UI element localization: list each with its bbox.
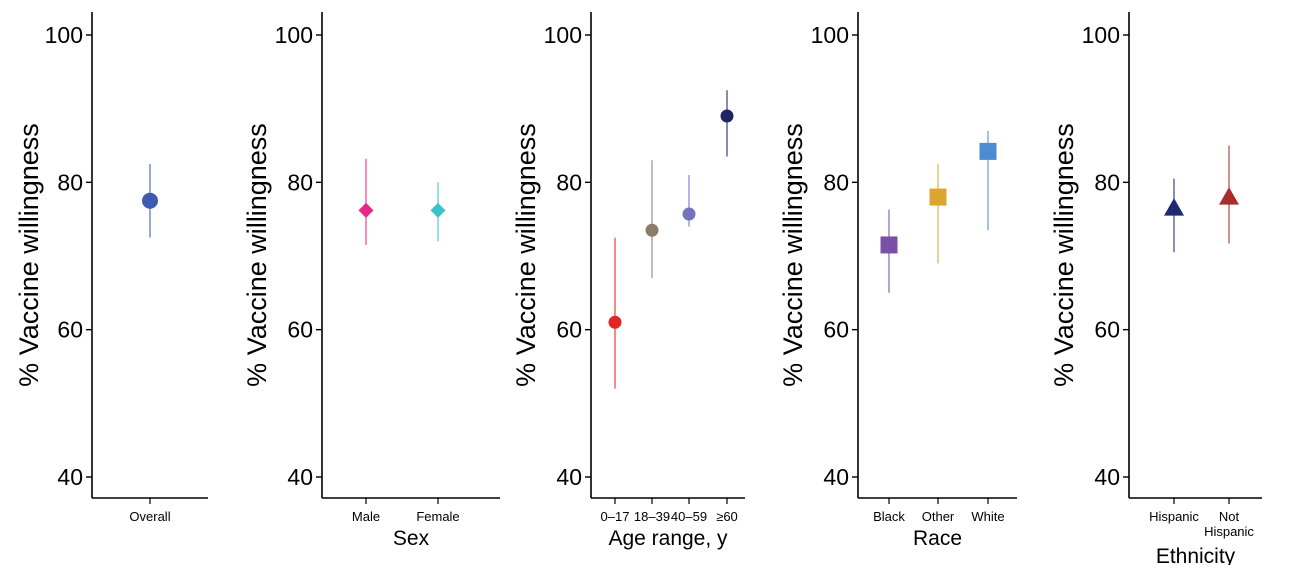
x-axis-label: Race (913, 527, 962, 550)
y-tick-label: 60 (1094, 317, 1120, 343)
data-point (430, 202, 446, 218)
panel-1: 40 60 80 100 % Vaccine willingness Overall (14, 12, 208, 524)
y-tick-label: 80 (57, 169, 83, 195)
data-point (1164, 198, 1184, 216)
x-axis-label: Ethnicity (1156, 545, 1236, 565)
data-point (880, 236, 898, 254)
y-tick-label: 60 (287, 317, 313, 343)
x-tick-label: Hispanic (1204, 524, 1254, 539)
data-point (979, 142, 997, 160)
x-axis-label: Age range, y (608, 527, 728, 550)
x-tick-label: Not (1219, 509, 1240, 524)
x-tick-label: 0–17 (601, 509, 630, 524)
x-tick-label: 18–39 (634, 509, 670, 524)
panel-2: 40 60 80 100 % Vaccine willingness Male Female… (242, 12, 500, 550)
y-tick-label: 100 (45, 22, 83, 48)
y-tick-label: 40 (1094, 464, 1120, 490)
y-tick-label: 100 (811, 22, 849, 48)
x-tick-label: Male (352, 509, 380, 524)
panel-4: 40 60 80 100 % Vaccine willingness Black Other… (778, 12, 1017, 550)
data-point (720, 109, 734, 123)
y-tick-label: 60 (556, 317, 582, 343)
y-tick-label: 100 (1082, 22, 1120, 48)
data-point (645, 223, 659, 237)
data-point (142, 192, 158, 209)
x-tick-label: ≥60 (716, 509, 738, 524)
y-tick-label: 60 (57, 317, 83, 343)
panel-3: 40 60 80 100 % Vaccine willingness 0–17 18–39 4… (511, 12, 745, 550)
x-tick-label: Black (873, 509, 905, 524)
data-point (682, 207, 696, 221)
y-tick-label: 80 (287, 169, 313, 195)
y-tick-label: 80 (556, 169, 582, 195)
y-tick-label: 40 (556, 464, 582, 490)
y-tick-label: 100 (275, 22, 313, 48)
y-tick-label: 80 (823, 169, 849, 195)
x-tick-label: White (971, 509, 1004, 524)
x-tick-label: Female (416, 509, 459, 524)
y-tick-label: 40 (823, 464, 849, 490)
y-axis-label: % Vaccine willingness (242, 123, 272, 387)
data-point (358, 202, 374, 218)
y-tick-label: 40 (287, 464, 313, 490)
x-tick-label: Hispanic (1149, 509, 1199, 524)
y-axis-label: % Vaccine willingness (511, 123, 541, 387)
y-tick-label: 100 (544, 22, 582, 48)
y-axis-label: % Vaccine willingness (1049, 123, 1079, 387)
y-tick-label: 80 (1094, 169, 1120, 195)
y-axis-label: % Vaccine willingness (778, 123, 808, 387)
y-tick-label: 60 (823, 317, 849, 343)
y-axis-label: % Vaccine willingness (14, 123, 44, 387)
x-tick-label: Overall (129, 509, 170, 524)
x-axis-label: Sex (393, 527, 430, 550)
x-tick-label: 40–59 (671, 509, 707, 524)
y-tick-label: 40 (57, 464, 83, 490)
data-point (1219, 187, 1239, 205)
data-point (608, 315, 622, 329)
data-point (929, 188, 947, 206)
x-tick-label: Other (922, 509, 955, 524)
